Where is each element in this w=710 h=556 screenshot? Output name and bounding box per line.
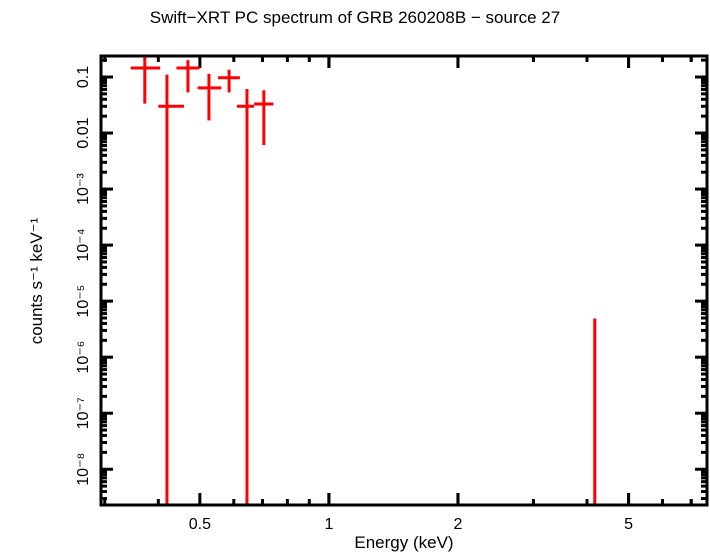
y-tick-label: 10⁻³ [75, 173, 92, 205]
y-tick-label: 10⁻⁴ [75, 228, 92, 261]
data-point [254, 90, 274, 146]
y-axis-label: counts s⁻¹ keV⁻¹ [27, 217, 46, 345]
chart-title: Swift−XRT PC spectrum of GRB 260208B − s… [149, 8, 561, 27]
axis-ticks [101, 56, 707, 505]
plot-frame [99, 54, 709, 507]
x-tick-label: 5 [624, 516, 633, 533]
data-point [236, 89, 255, 505]
data-point [158, 74, 184, 505]
y-tick-label: 0.1 [75, 66, 92, 88]
data-point [176, 60, 200, 93]
y-tick-label: 10⁻⁶ [75, 341, 92, 374]
y-tick-label: 0.01 [75, 117, 92, 148]
y-tick-label: 10⁻⁸ [75, 453, 92, 486]
y-tick-label: 10⁻⁵ [75, 285, 92, 318]
x-tick-label: 1 [324, 516, 333, 533]
y-tick-label: 10⁻⁷ [75, 397, 92, 429]
data-point [197, 73, 222, 121]
data-point [130, 56, 161, 104]
x-tick-label: 0.5 [189, 516, 211, 533]
x-axis-label: Energy (keV) [354, 533, 454, 552]
data-series [130, 56, 597, 505]
data-point [217, 69, 240, 93]
x-tick-label: 2 [454, 516, 463, 533]
tick-labels: 0.5 1 2 5 0.1 0.01 10⁻³ 10⁻⁴ 10⁻⁵ 10⁻⁶ 10⁻⁷ 10⁻⁸ [75, 66, 633, 533]
